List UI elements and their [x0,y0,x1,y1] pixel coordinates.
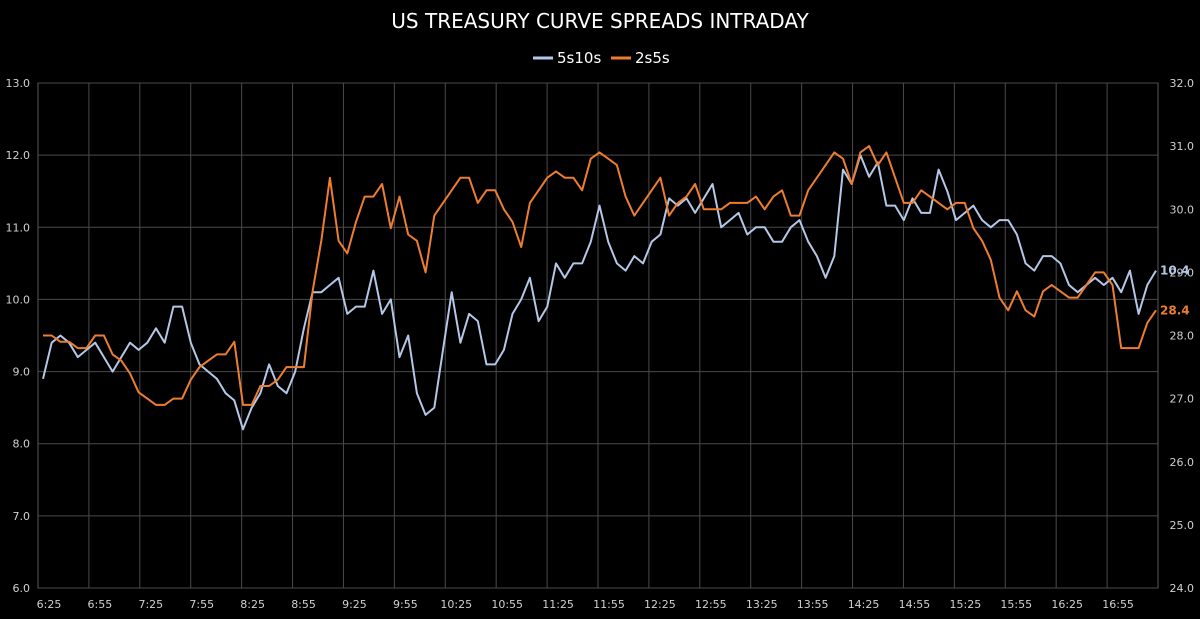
x-tick-label: 13:25 [746,598,778,611]
chart-title: US TREASURY CURVE SPREADS INTRADAY [391,9,809,33]
x-tick-label: 7:55 [189,598,214,611]
y-right-tick-label: 29.0 [1170,266,1195,279]
x-tick-label: 8:55 [291,598,316,611]
legend-label-5s10s: 5s10s [557,49,601,67]
x-tick-label: 12:25 [644,598,676,611]
x-axis-ticks: 6:25 6:55 7:25 7:55 8:25 8:55 9:25 9:55 10:25 10:… [37,598,1134,611]
x-tick-label: 15:25 [950,598,982,611]
legend-label-2s5s: 2s5s [635,49,670,67]
x-tick-label: 9:25 [342,598,367,611]
x-tick-label: 7:25 [138,598,163,611]
series-line-5s10s [42,154,1157,431]
x-tick-label: 13:55 [797,598,829,611]
series-lines [42,145,1157,431]
x-tick-label: 10:55 [491,598,523,611]
x-tick-label: 12:55 [695,598,727,611]
x-tick-label: 10:25 [440,598,472,611]
y-right-tick-label: 24.0 [1170,582,1195,595]
y-left-tick-label: 9.0 [13,366,31,379]
y-left-tick-label: 13.0 [6,77,31,90]
end-labels: 10.4 28.4 [1160,264,1190,318]
x-tick-label: 16:25 [1051,598,1083,611]
x-tick-label: 14:55 [899,598,931,611]
y-right-tick-label: 31.0 [1170,140,1195,153]
x-tick-label: 14:25 [848,598,880,611]
y-axis-left-ticks: 6.0 7.0 8.0 9.0 10.0 11.0 12.0 13.0 [6,77,31,595]
y-right-tick-label: 28.0 [1170,330,1195,343]
end-label-5s10s: 10.4 [1160,264,1190,278]
y-left-tick-label: 7.0 [13,510,31,523]
y-left-tick-label: 6.0 [13,582,31,595]
x-tick-label: 6:25 [37,598,62,611]
y-right-tick-label: 27.0 [1170,393,1195,406]
x-tick-label: 11:25 [542,598,574,611]
end-label-2s5s: 28.4 [1160,303,1190,317]
y-left-tick-label: 11.0 [6,221,31,234]
x-tick-label: 8:25 [240,598,265,611]
y-right-tick-label: 26.0 [1170,456,1195,469]
x-tick-label: 15:55 [1000,598,1032,611]
gridlines [37,82,1159,589]
y-right-tick-label: 32.0 [1170,77,1195,90]
x-tick-label: 6:55 [88,598,113,611]
y-right-tick-label: 30.0 [1170,203,1195,216]
y-axis-right-ticks: 24.0 25.0 26.0 27.0 28.0 29.0 30.0 31.0 32.0 [1170,77,1195,595]
x-tick-label: 16:55 [1102,598,1134,611]
y-left-tick-label: 10.0 [6,293,31,306]
legend: 5s10s 2s5s [533,49,670,67]
x-tick-label: 9:55 [393,598,418,611]
y-right-tick-label: 25.0 [1170,519,1195,532]
series-line-2s5s [43,145,1157,406]
y-left-tick-label: 8.0 [13,438,31,451]
y-left-tick-label: 12.0 [6,149,31,162]
x-tick-label: 11:55 [593,598,625,611]
